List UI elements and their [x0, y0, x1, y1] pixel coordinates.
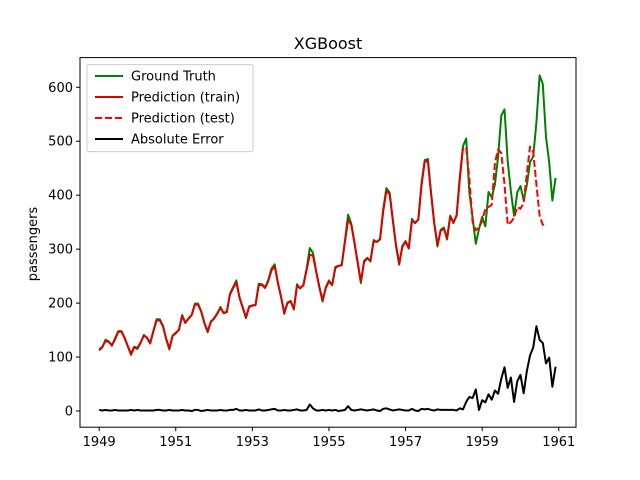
plot-area — [98, 74, 557, 413]
prediction-train-line — [98, 147, 465, 355]
y-axis-label: passengers — [26, 207, 41, 282]
x-axis: 1949 1951 1953 1955 1957 1959 1961 — [83, 427, 575, 450]
absolute-error-line — [98, 325, 557, 413]
y-axis: 0 100 200 300 400 500 600 — [48, 81, 80, 420]
legend-box — [86, 64, 254, 153]
x-tick-label: 1949 — [83, 435, 116, 450]
y-tick-label: 0 — [65, 405, 73, 420]
x-tick-label: 1959 — [466, 435, 499, 450]
y-tick-label: 200 — [48, 297, 73, 312]
x-tick-label: 1951 — [159, 435, 192, 450]
legend-label: Prediction (test) — [131, 112, 235, 127]
chart-title: XGBoost — [294, 34, 363, 53]
y-tick-label: 500 — [48, 135, 73, 150]
y-tick-label: 100 — [48, 351, 73, 366]
prediction-test-line — [465, 145, 547, 232]
legend: Ground Truth Prediction (train) Prediction… — [86, 64, 254, 153]
y-tick-label: 300 — [48, 243, 73, 258]
x-tick-label: 1955 — [312, 435, 345, 450]
x-tick-label: 1953 — [236, 435, 269, 450]
plot-frame — [79, 57, 577, 428]
y-tick-label: 400 — [48, 189, 73, 204]
y-tick-label: 600 — [48, 81, 73, 96]
legend-label: Ground Truth — [131, 70, 216, 85]
x-tick-label: 1961 — [542, 435, 575, 450]
x-tick-label: 1957 — [389, 435, 422, 450]
legend-label: Prediction (train) — [131, 91, 240, 106]
legend-label: Absolute Error — [131, 133, 224, 148]
